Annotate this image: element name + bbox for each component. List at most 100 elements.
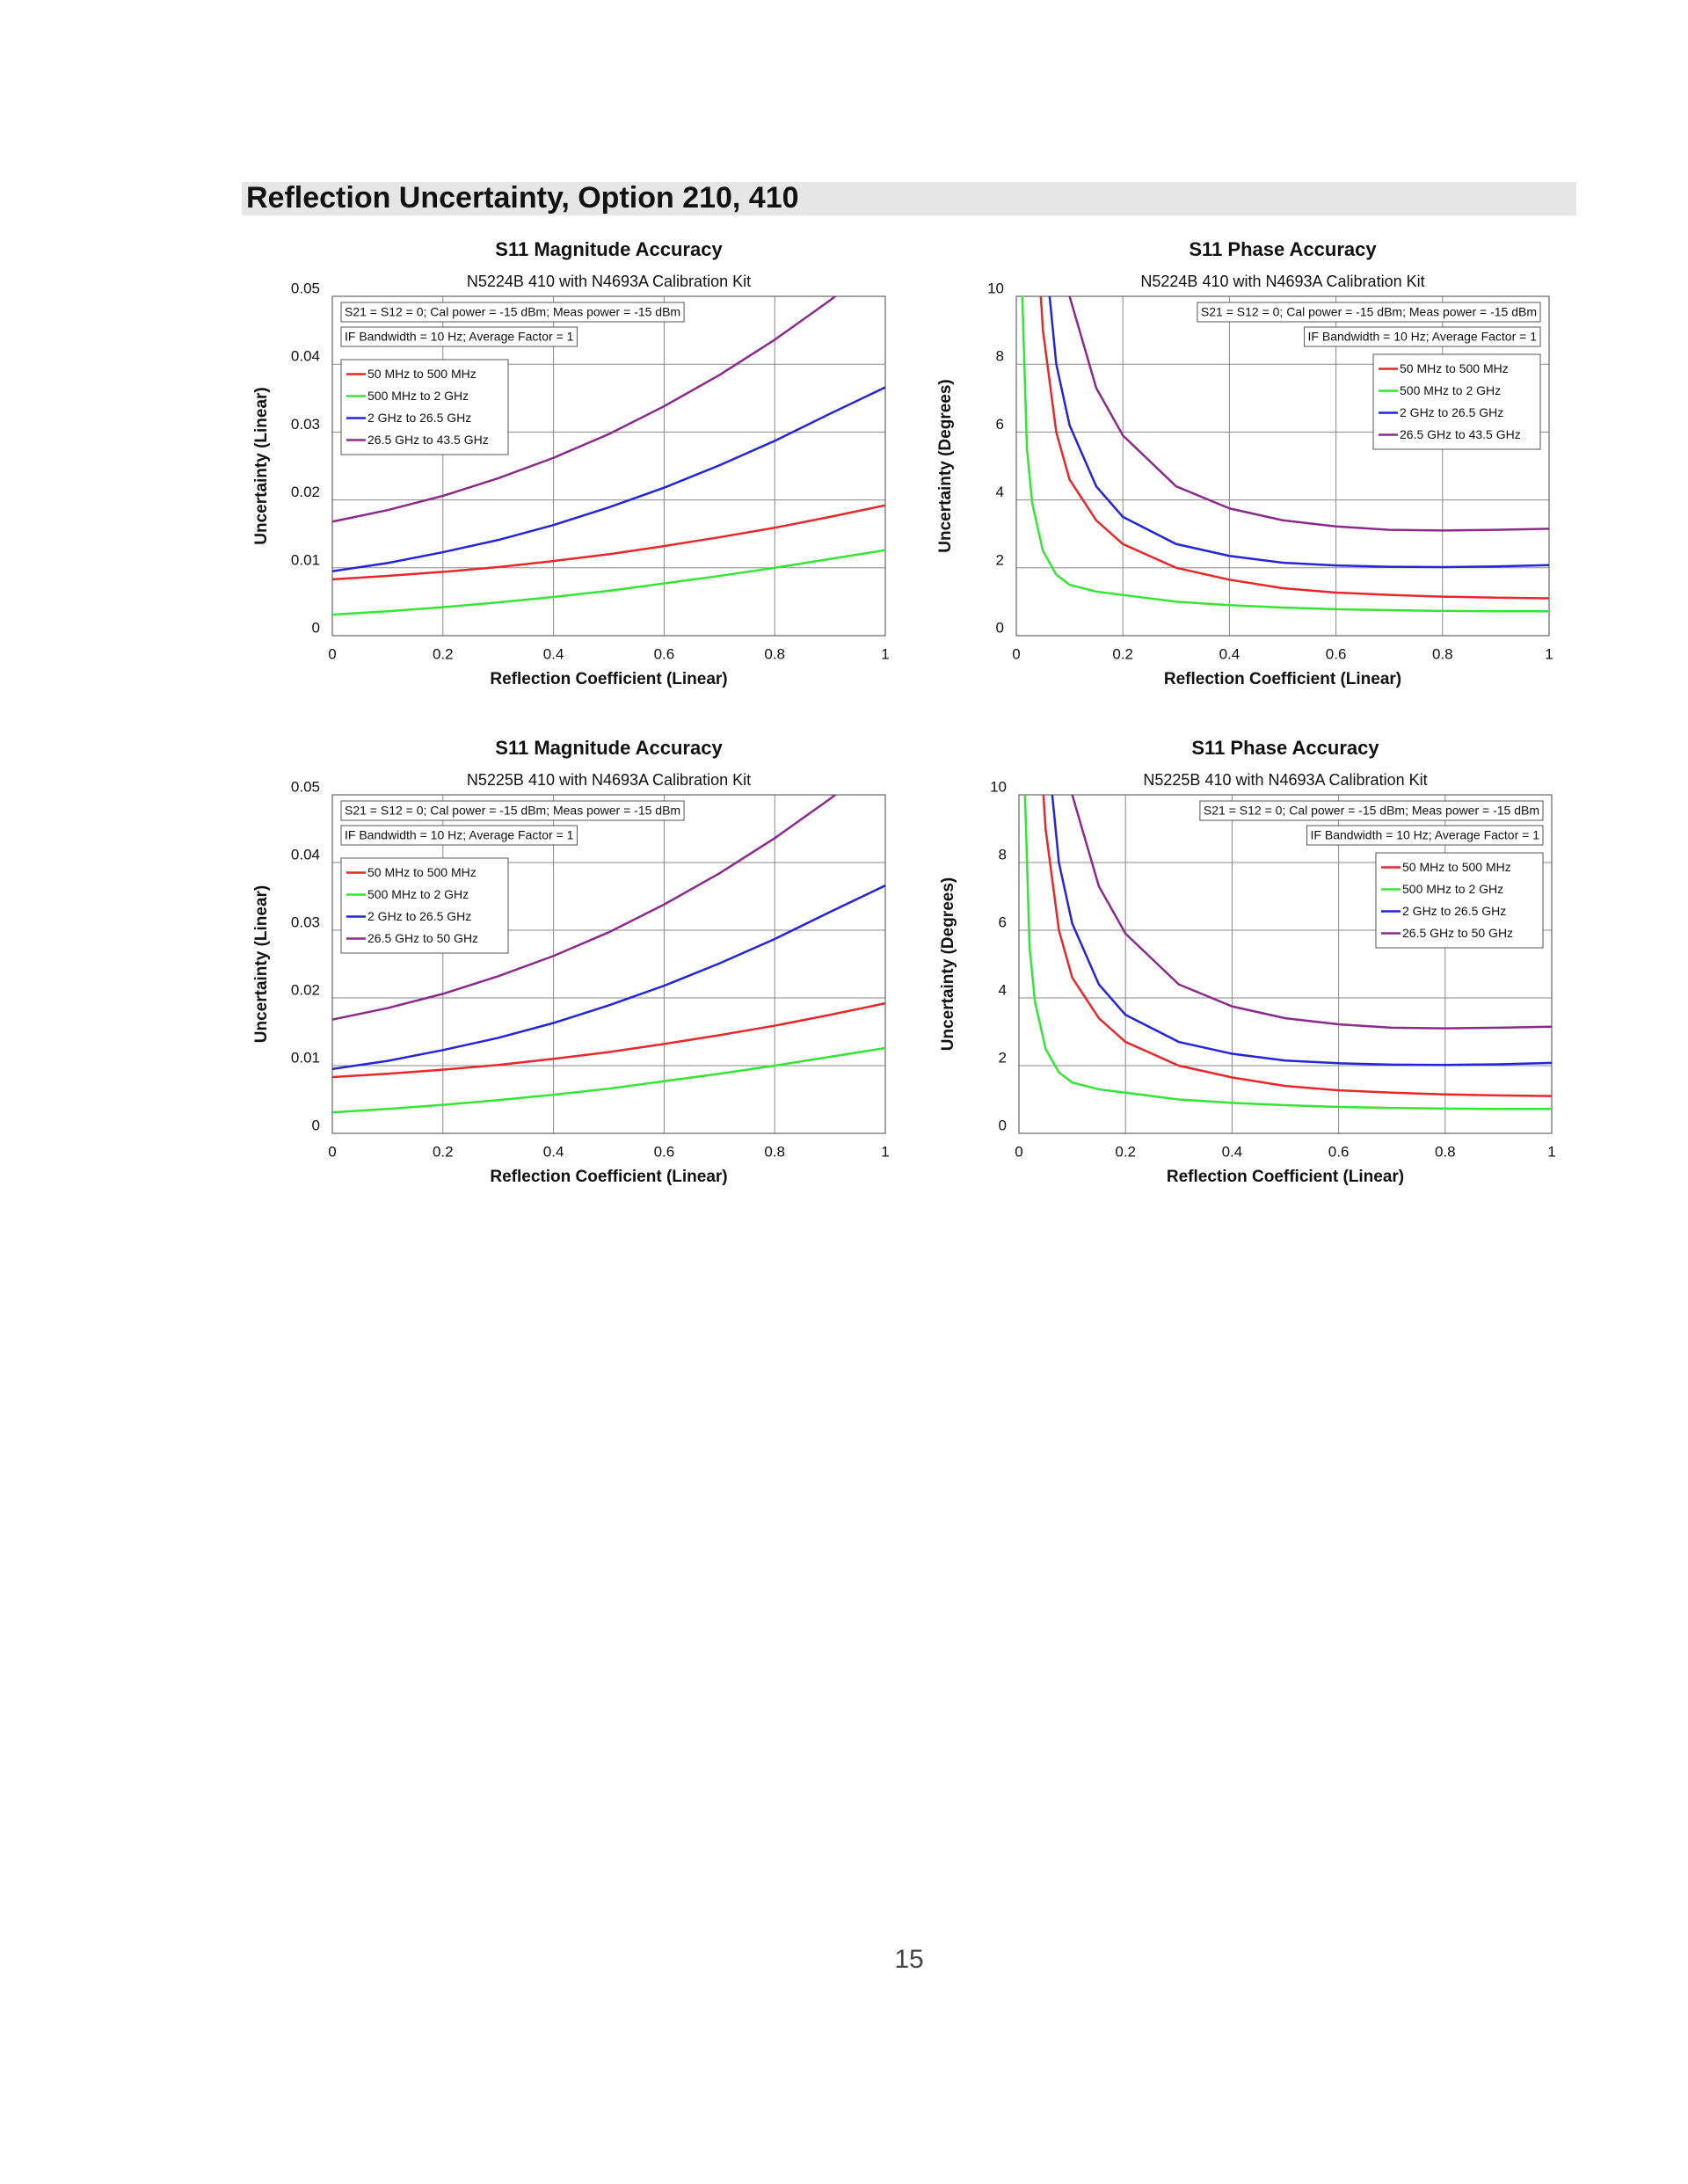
heading-bar	[242, 182, 1576, 215]
x-axis-label: Reflection Coefficient (Linear)	[490, 670, 727, 688]
chart-subtitle: N5225B 410 with N4693A Calibration Kit	[1143, 771, 1427, 789]
chart: S11 Magnitude Accuracy N5224B 410 with N4…	[252, 238, 890, 688]
annotation-box	[1199, 800, 1544, 821]
annotation: IF Bandwidth = 10 Hz; Average Factor = 1	[1311, 828, 1540, 842]
y-tick-label: 10	[990, 778, 1007, 795]
series-line	[332, 549, 885, 616]
x-tick-label: 0.2	[1115, 1143, 1136, 1160]
x-tick-label: 0.4	[543, 645, 564, 662]
y-tick-label: 0.04	[291, 846, 320, 863]
y-axis-label: Uncertainty (Degrees)	[936, 379, 955, 552]
series-line	[332, 885, 885, 1071]
x-tick-label: 0.8	[764, 1143, 785, 1160]
annotation-box	[340, 825, 578, 846]
y-tick-label: 0	[312, 1117, 320, 1133]
series-line	[332, 504, 885, 581]
legend-box	[1372, 353, 1541, 450]
legend-label: 50 MHz to 500 MHz	[367, 865, 477, 879]
y-tick-label: 0.05	[291, 280, 320, 296]
annotation: S21 = S12 = 0; Cal power = -15 dBm; Meas…	[1201, 305, 1537, 319]
x-tick-label: 1	[1545, 645, 1553, 662]
y-tick-label: 0.04	[291, 348, 320, 365]
y-tick-label: 0	[312, 619, 320, 636]
x-tick-label: 0	[328, 645, 336, 662]
y-tick-label: 4	[999, 981, 1007, 998]
x-tick-label: 0.6	[1326, 645, 1347, 662]
legend-label: 500 MHz to 2 GHz	[367, 887, 469, 901]
annotation-box	[340, 326, 578, 347]
legend-label: 2 GHz to 26.5 GHz	[1400, 405, 1503, 419]
x-tick-label: 0.4	[1219, 645, 1241, 662]
legend-label: 26.5 GHz to 50 GHz	[367, 931, 478, 945]
legend-label: 50 MHz to 500 MHz	[367, 367, 477, 381]
x-axis-label: Reflection Coefficient (Linear)	[490, 1168, 727, 1186]
series-line	[1068, 296, 1549, 532]
legend-label: 50 MHz to 500 MHz	[1400, 361, 1509, 375]
chart-title: S11 Magnitude Accuracy	[495, 238, 723, 260]
plot-frame	[331, 295, 886, 637]
chart: S11 Phase Accuracy N5225B 410 with N4693A…	[939, 737, 1556, 1186]
chart-title: S11 Phase Accuracy	[1189, 238, 1377, 260]
legend-label: 500 MHz to 2 GHz	[367, 389, 469, 403]
annotation-box	[1304, 326, 1541, 347]
x-axis-label: Reflection Coefficient (Linear)	[1167, 1168, 1404, 1186]
y-tick-label: 10	[987, 280, 1004, 296]
y-axis-label: Uncertainty (Linear)	[252, 387, 271, 544]
x-tick-label: 0.2	[1112, 645, 1133, 662]
y-tick-label: 2	[996, 551, 1004, 568]
x-tick-label: 0.6	[654, 645, 675, 662]
chart-title: S11 Magnitude Accuracy	[495, 737, 723, 759]
series-line	[1039, 296, 1549, 600]
legend-label: 26.5 GHz to 43.5 GHz	[1400, 427, 1521, 441]
y-tick-label: 0.03	[291, 914, 320, 930]
legend-label: 2 GHz to 26.5 GHz	[367, 411, 471, 425]
x-tick-label: 1	[881, 645, 889, 662]
series-line	[332, 1001, 885, 1079]
x-axis-label: Reflection Coefficient (Linear)	[1164, 670, 1401, 688]
annotation: S21 = S12 = 0; Cal power = -15 dBm; Meas…	[1204, 804, 1539, 818]
legend-label: 500 MHz to 2 GHz	[1402, 882, 1503, 896]
y-tick-label: 6	[999, 914, 1007, 930]
series-line	[332, 795, 838, 1021]
legend-label: 500 MHz to 2 GHz	[1400, 383, 1501, 397]
annotation: S21 = S12 = 0; Cal power = -15 dBm; Meas…	[345, 804, 680, 818]
x-tick-label: 0.4	[1222, 1143, 1243, 1160]
chart-title: S11 Phase Accuracy	[1191, 737, 1379, 759]
legend-label: 26.5 GHz to 43.5 GHz	[367, 433, 489, 447]
series-line	[1042, 795, 1552, 1097]
y-tick-label: 4	[996, 484, 1004, 500]
legend-box	[340, 359, 509, 455]
x-tick-label: 0	[1015, 1143, 1022, 1160]
legend-label: 2 GHz to 26.5 GHz	[367, 909, 471, 923]
y-tick-label: 2	[999, 1049, 1007, 1066]
legend-label: 2 GHz to 26.5 GHz	[1402, 904, 1506, 918]
legend-box	[340, 857, 509, 954]
series-line	[1051, 795, 1552, 1067]
legend-box	[1375, 852, 1544, 949]
series-line	[332, 386, 885, 572]
x-tick-label: 0.8	[764, 645, 785, 662]
y-tick-label: 0.02	[291, 981, 320, 998]
y-tick-label: 8	[999, 846, 1007, 863]
x-tick-label: 0.6	[1328, 1143, 1350, 1160]
y-tick-label: 0.01	[291, 1049, 320, 1066]
series-line	[1021, 296, 1549, 613]
x-tick-label: 0	[1012, 645, 1020, 662]
annotation-box	[1197, 302, 1541, 323]
y-tick-label: 8	[996, 348, 1004, 365]
y-axis-label: Uncertainty (Linear)	[252, 885, 271, 1043]
y-tick-label: 6	[996, 416, 1004, 433]
annotation: IF Bandwidth = 10 Hz; Average Factor = 1	[345, 330, 574, 344]
series-line	[1023, 795, 1552, 1110]
series-line	[1071, 795, 1552, 1030]
chart-subtitle: N5224B 410 with N4693A Calibration Kit	[1140, 273, 1424, 290]
chart: S11 Phase Accuracy N5224B 410 with N4693A…	[936, 238, 1553, 688]
y-tick-label: 0.02	[291, 484, 320, 500]
y-tick-label: 0	[999, 1117, 1007, 1133]
page-number: 15	[894, 1945, 923, 1974]
annotation-box	[340, 302, 685, 323]
x-tick-label: 0.2	[433, 645, 454, 662]
plot-frame	[1015, 295, 1550, 637]
